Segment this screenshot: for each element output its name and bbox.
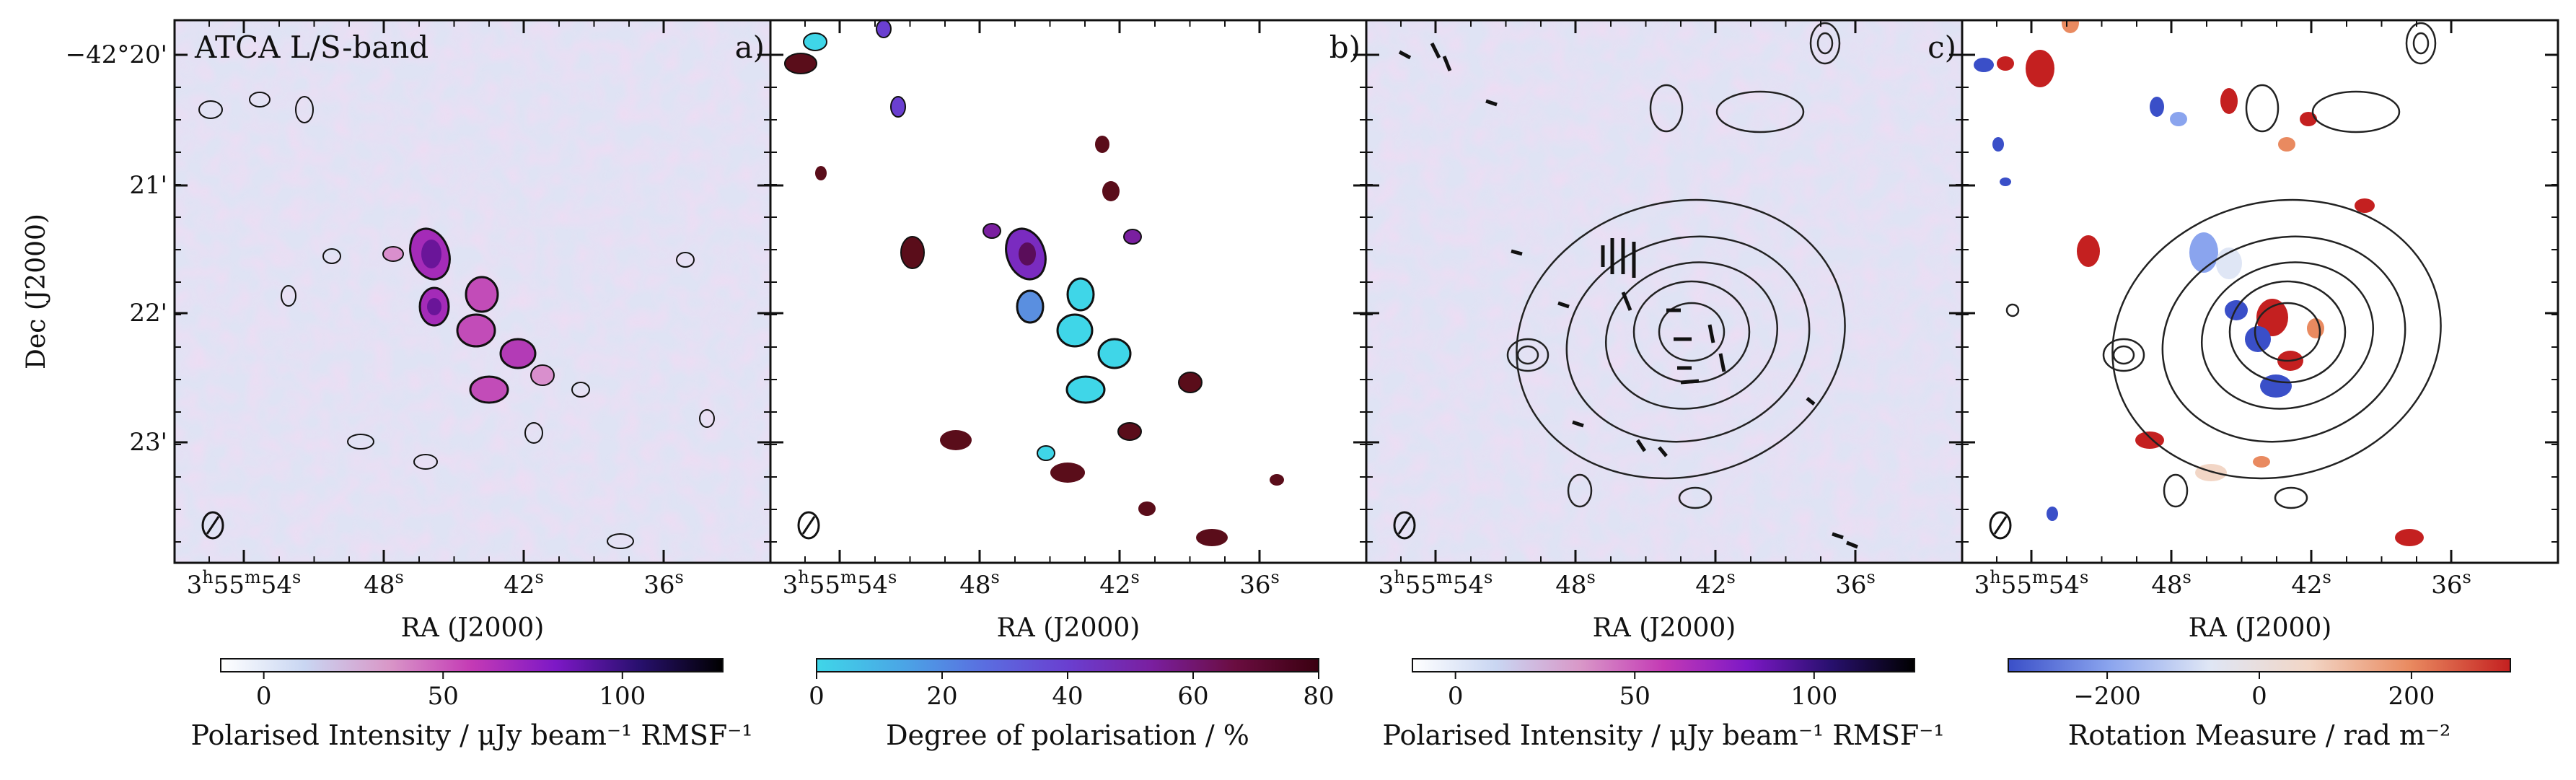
colorbar-tick-label: 0 [809, 682, 825, 711]
colorbar-b [816, 658, 1319, 672]
colorbar-tick-label: 20 [926, 682, 957, 711]
colorbar-tick-label: 200 [2388, 682, 2435, 711]
ra-tick-label: 36s [643, 567, 684, 600]
ra-tick-label: 3h55m54s [1974, 567, 2089, 600]
ra-tick-label: 42s [504, 567, 544, 600]
panel-d-contours [2005, 22, 2442, 509]
panel-b [770, 20, 1366, 563]
ra-tick-label: 36s [2431, 567, 2471, 600]
colorbar-tick-label: −200 [2073, 682, 2140, 711]
ra-tick-label: 3h55m54s [1379, 567, 1493, 600]
panel-d-rm-emission [1974, 20, 2424, 546]
colorbar-tick-label: 100 [1790, 682, 1837, 711]
x-axis-label: RA (J2000) [401, 613, 545, 643]
panel-c-vectors [1398, 42, 1858, 549]
panel-c [1366, 20, 1962, 563]
ra-tick-label: 48s [364, 567, 404, 600]
colorbar-a [220, 658, 724, 672]
dec-tick-label: 23' [129, 428, 167, 457]
x-axis-label: RA (J2000) [1593, 613, 1736, 643]
axes-layer [173, 19, 2559, 564]
ra-tick-label: 42s [2291, 567, 2331, 600]
panel-a-beam-icon [201, 511, 224, 540]
colorbar-tick-label: 0 [1448, 682, 1464, 711]
panel-d [1962, 20, 2558, 563]
colorbar-label: Polarised Intensity / μJy beam⁻¹ RMSF⁻¹ [1382, 719, 1944, 751]
colorbars: 0 50 100 Polarised Intensity / μJy beam⁻¹ R… [190, 658, 2511, 751]
colorbar-tick-label: 50 [1619, 682, 1650, 711]
colorbar-tick-label: 80 [1303, 682, 1334, 711]
panel-a [175, 20, 770, 563]
panel-d-beam-icon [1989, 511, 2012, 540]
y-axis-label: Dec (J2000) [22, 214, 51, 369]
colorbar-tick-label: 0 [2251, 682, 2267, 711]
panel-b-beam-icon [797, 511, 820, 540]
colorbar-tick-label: 100 [599, 682, 646, 711]
x-axis-label: RA (J2000) [997, 613, 1140, 643]
dec-tick-label: −42°20' [66, 40, 167, 69]
colorbar-d [2008, 658, 2511, 672]
ra-tick-label: 48s [959, 567, 1000, 600]
panel-b-emission [784, 20, 1284, 546]
ra-tick-label: 48s [2151, 567, 2192, 600]
ra-tick-label: 42s [1695, 567, 1736, 600]
panel-c-label: c) [1927, 30, 1956, 65]
colorbar-label: Polarised Intensity / μJy beam⁻¹ RMSF⁻¹ [190, 719, 752, 751]
colorbar-tick-label: 40 [1052, 682, 1083, 711]
colorbar-label: Rotation Measure / rad m⁻² [2068, 719, 2450, 751]
dec-tick-label: 22' [129, 299, 167, 328]
colorbar-tick-label: 60 [1177, 682, 1208, 711]
figure-title: ATCA L/S-band [194, 30, 428, 65]
ra-tick-label: 48s [1555, 567, 1596, 600]
panel-a-label: a) [735, 30, 765, 65]
panel-b-label: b) [1329, 30, 1360, 65]
panel-c-beam-icon [1393, 511, 1416, 540]
panel-a-emission [198, 92, 715, 549]
ra-tick-label: 36s [1239, 567, 1280, 600]
dec-tick-label: 21' [129, 171, 167, 200]
x-axis-label: RA (J2000) [2189, 613, 2332, 643]
colorbar-c [1412, 658, 1915, 672]
ra-tick-label: 36s [1835, 567, 1876, 600]
ra-labels: 3h55m54s 48s 42s 36s RA (J2000) 3h55m54s 48s 42… [187, 567, 2471, 643]
ra-tick-label: 3h55m54s [783, 567, 897, 600]
ra-tick-label: 3h55m54s [187, 567, 302, 600]
colorbar-tick-label: 0 [256, 682, 272, 711]
colorbar-tick-label: 50 [428, 682, 459, 711]
panel-c-contours [1506, 22, 1846, 509]
panel-frame [1961, 19, 2559, 564]
ra-tick-label: 42s [1099, 567, 1140, 600]
colorbar-label: Degree of polarisation / % [886, 719, 1249, 751]
